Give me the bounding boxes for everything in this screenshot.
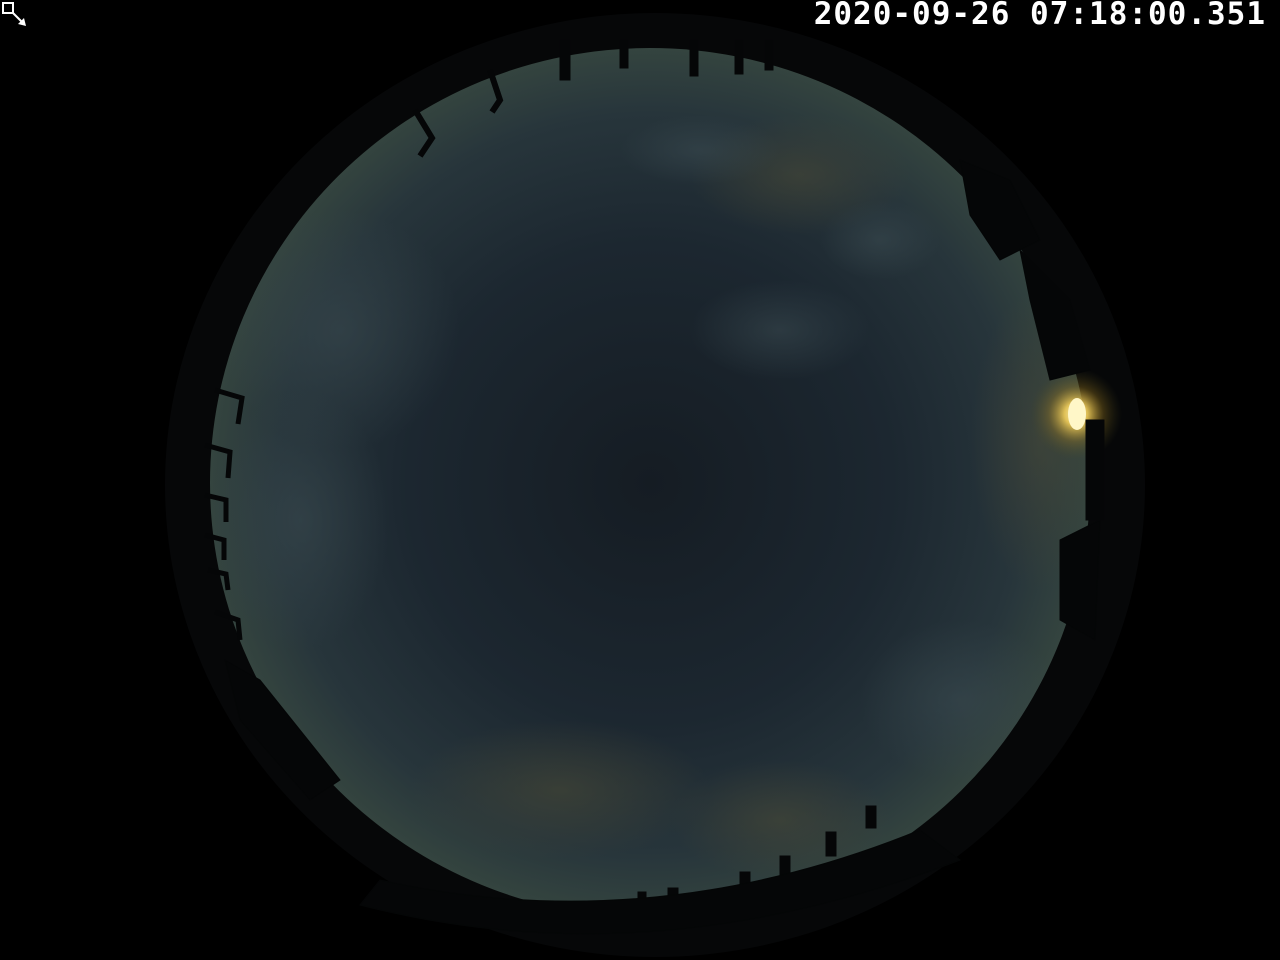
sun	[1068, 398, 1086, 430]
horizon-structures	[204, 39, 1105, 935]
expand-arrow-icon[interactable]	[2, 2, 28, 28]
timestamp-overlay: 2020-09-26 07:18:00.351	[813, 0, 1266, 32]
